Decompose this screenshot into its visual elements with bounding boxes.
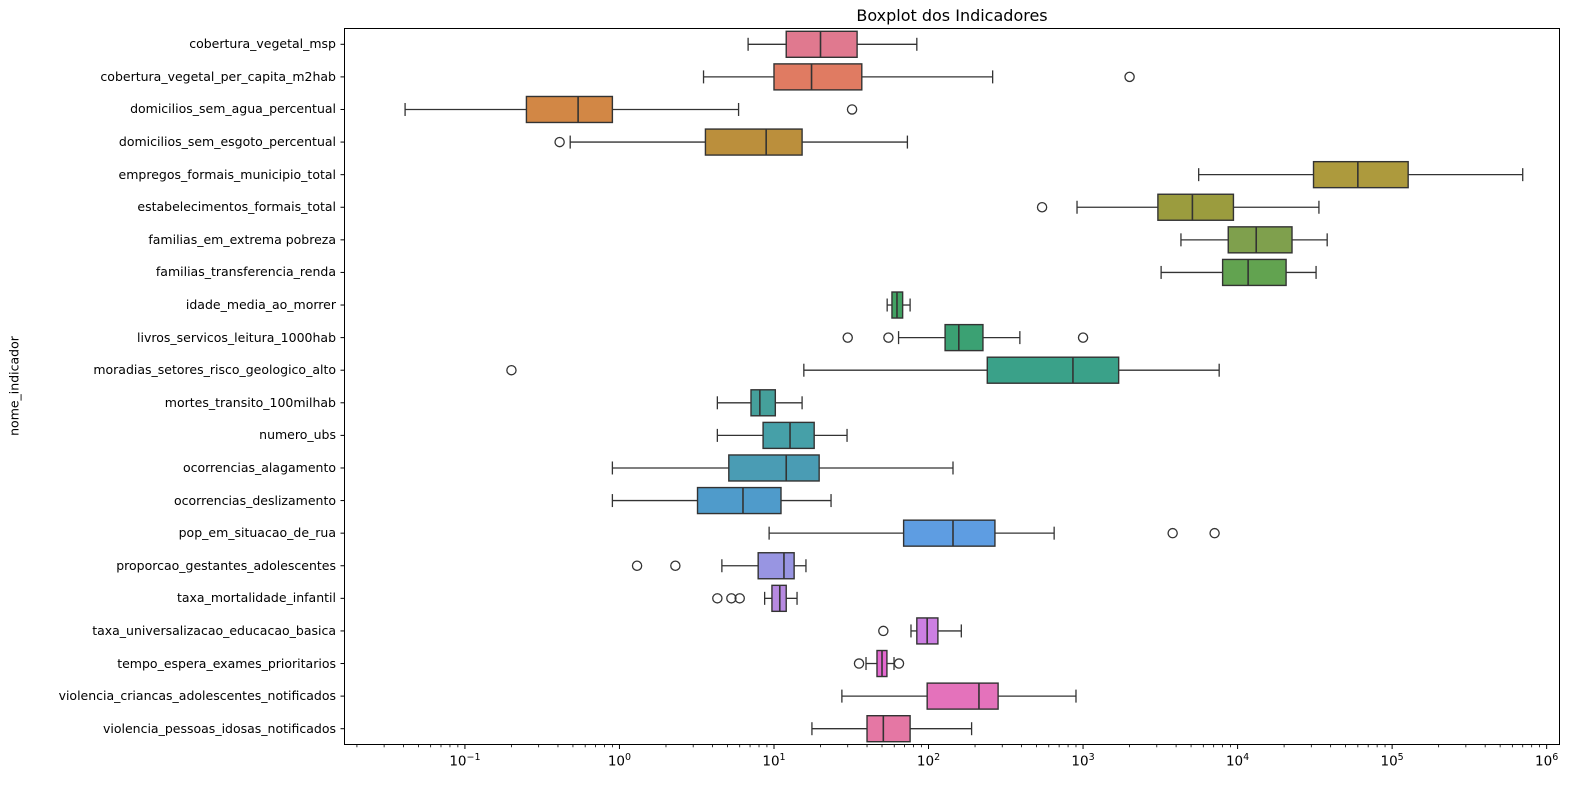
box-cobertura_vegetal_msp [785,30,858,58]
x-tick-label: 104 [1225,752,1250,770]
y-tick-label: idade_media_ao_morrer [185,297,336,313]
y-tick-label: tempo_espera_exames_prioritarios [117,655,336,671]
outlier-point [506,364,517,376]
y-tick-label: livros_servicos_leitura_1000hab [137,329,336,345]
box-empregos_formais_municipio_total [1312,160,1409,189]
x-tick-exponent: −1 [466,752,481,763]
outlier-point [1124,71,1135,83]
box-ocorrencias_alagamento [728,454,820,482]
y-tick-label: moradias_setores_risco_geologico_alto [93,362,336,378]
box-violencia_criancas_adolescentes_notificados [926,682,999,710]
box-mortes_transito_100milhab [750,389,777,417]
box-moradias_setores_risco_geologico_alto [986,356,1120,384]
x-tick-label: 105 [1380,752,1404,770]
box-domicilios_sem_agua_percentual [525,95,614,124]
y-tick-label: empregos_formais_municipio_total [118,166,336,182]
y-tick-label: taxa_universalizacao_educacao_basica [92,622,336,638]
y-tick-label: cobertura_vegetal_per_capita_m2hab [100,68,336,84]
x-tick-exponent: 0 [625,752,632,763]
y-tick-label: proporcao_gestantes_adolescentes [116,557,336,573]
x-tick-exponent: 5 [1397,752,1404,763]
box-violencia_pessoas_idosas_notificados [866,715,911,743]
x-tick-label: 103 [1071,752,1095,770]
box-numero_ubs [762,421,815,450]
x-tick-exponent: 2 [934,752,941,763]
y-tick-label: pop_em_situacao_de_rua [178,525,336,541]
outlier-point [1167,527,1178,539]
box-livros_servicos_leitura_1000hab [944,323,984,352]
outlier-point [726,593,737,604]
box-proporcao_gestantes_adolescentes [757,552,795,580]
box-domicilios_sem_esgoto_percentual [704,128,803,156]
x-tick-label: 102 [916,752,941,770]
outlier-point [878,625,889,637]
outlier-point [846,104,858,115]
x-tick-label: 10−1 [449,752,481,770]
outlier-point [1209,527,1220,539]
y-axis-label: nome_indicador [6,336,22,436]
y-tick-label: ocorrencias_alagamento [182,459,336,475]
x-tick-label: 106 [1535,752,1559,770]
outlier-point [1077,332,1089,343]
outlier-point [712,593,723,604]
x-tick-exponent: 6 [1552,752,1559,763]
y-tick-label: familias_em_extrema pobreza [148,231,336,247]
box-cobertura_vegetal_per_capita_m2hab [773,63,863,91]
chart-title: Boxplot dos Indicadores [856,6,1048,25]
outlier-point [883,332,894,343]
box-familias_em_extrema pobreza [1227,226,1293,254]
y-tick-label: estabelecimentos_formais_total [137,199,336,215]
y-tick-label: familias_transferencia_renda [155,264,336,280]
plot-border [344,28,1560,745]
outlier-point [554,136,565,148]
y-tick-label: ocorrencias_deslizamento [174,492,336,508]
outlier-point [893,658,905,669]
y-tick-label: taxa_mortalidade_infantil [176,590,336,606]
outlier-point [631,560,643,572]
x-tick-exponent: 1 [779,752,786,763]
x-tick-label: 101 [762,752,786,770]
box-pop_em_situacao_de_rua [902,519,996,547]
x-tick-exponent: 4 [1243,752,1250,763]
box-ocorrencias_deslizamento [696,486,782,515]
box-familias_transferencia_renda [1221,258,1287,287]
y-tick-label: cobertura_vegetal_msp [189,36,336,52]
y-tick-label: violencia_pessoas_idosas_notificados [102,720,336,736]
outlier-point [1036,201,1048,213]
outlier-point [853,658,865,669]
x-tick-exponent: 3 [1088,752,1095,763]
box-estabelecimentos_formais_total [1157,193,1235,221]
outlier-point [842,332,853,343]
y-tick-label: numero_ubs [259,427,336,443]
y-tick-label: domicilios_sem_agua_percentual [130,101,336,117]
outlier-point [734,593,745,604]
y-tick-label: violencia_criancas_adolescentes_notifica… [58,688,336,704]
y-tick-label: mortes_transito_100milhab [164,394,336,410]
outlier-point [670,560,681,572]
x-tick-label: 100 [607,752,632,770]
y-tick-label: domicilios_sem_esgoto_percentual [118,134,336,150]
